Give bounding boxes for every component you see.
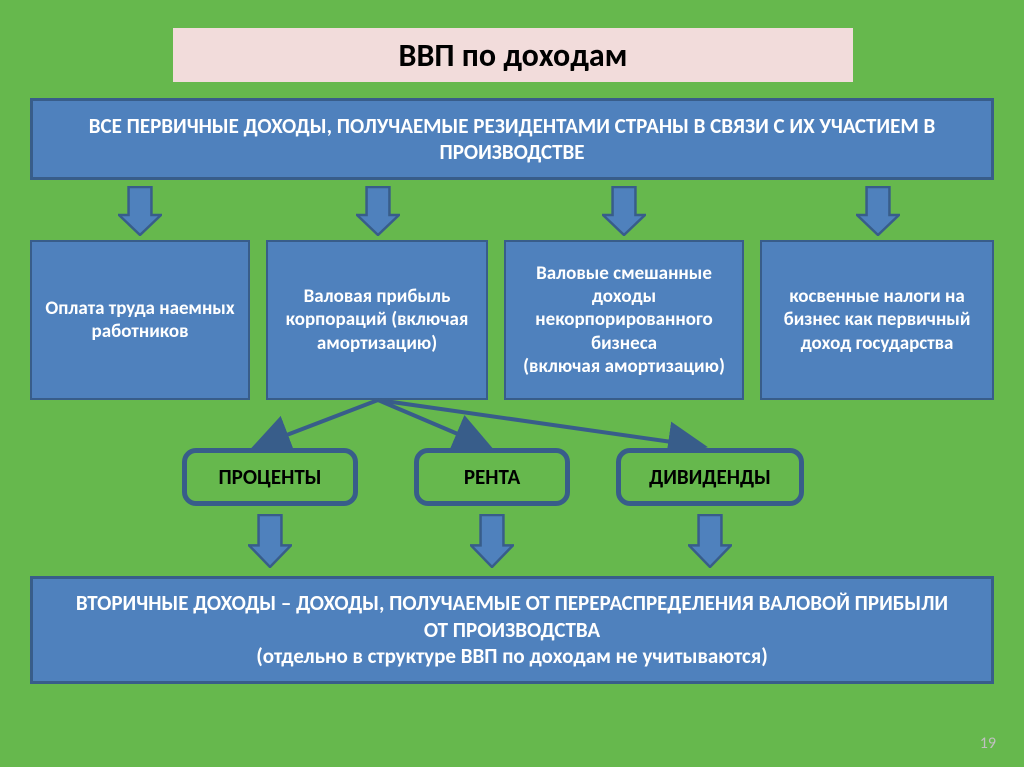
sub-node-label: ПРОЦЕНТЫ <box>218 464 321 490</box>
primary-income-box: ВСЕ ПЕРВИЧНЫЕ ДОХОДЫ, ПОЛУЧАЕМЫЕ РЕЗИДЕН… <box>30 98 994 180</box>
connector-arrow <box>378 400 700 446</box>
category-text: косвенные налоги на бизнес как первичный… <box>772 285 982 355</box>
sub-node-label: ДИВИДЕНДЫ <box>649 464 771 490</box>
category-text: Валовая прибыль корпораций (включая амор… <box>278 285 476 355</box>
connector-arrow <box>378 400 486 446</box>
primary-income-text: ВСЕ ПЕРВИЧНЫЕ ДОХОДЫ, ПОЛУЧАЕМЫЕ РЕЗИДЕН… <box>53 113 971 166</box>
title-text: ВВП по доходам <box>399 36 628 75</box>
arrow-down-icon <box>856 186 900 236</box>
category-box: косвенные налоги на бизнес как первичный… <box>760 240 994 400</box>
arrow-down-icon <box>248 514 292 568</box>
page-number: 19 <box>980 734 996 753</box>
category-text: Валовые смешанные доходы некорпорированн… <box>516 262 732 378</box>
category-box: Валовая прибыль корпораций (включая амор… <box>266 240 488 400</box>
arrow-down-icon <box>118 186 162 236</box>
arrow-down-icon <box>470 514 514 568</box>
slide-title: ВВП по доходам <box>173 28 853 82</box>
connector-arrow <box>258 400 378 446</box>
category-box: Оплата труда наемных работников <box>30 240 250 400</box>
sub-node-label: РЕНТА <box>464 464 520 490</box>
secondary-income-box: ВТОРИЧНЫЕ ДОХОДЫ – ДОХОДЫ, ПОЛУЧАЕМЫЕ ОТ… <box>30 576 994 684</box>
arrow-down-icon <box>602 186 646 236</box>
secondary-line-2: (отдельно в структуре ВВП по доходам не … <box>256 643 768 670</box>
category-text: Оплата труда наемных работников <box>42 297 238 343</box>
arrow-down-icon <box>688 514 732 568</box>
category-box: Валовые смешанные доходы некорпорированн… <box>504 240 744 400</box>
sub-node: РЕНТА <box>414 448 570 506</box>
sub-node: ПРОЦЕНТЫ <box>182 448 358 506</box>
secondary-line-1: ВТОРИЧНЫЕ ДОХОДЫ – ДОХОДЫ, ПОЛУЧАЕМЫЕ ОТ… <box>63 590 961 644</box>
arrow-down-icon <box>356 186 400 236</box>
sub-node: ДИВИДЕНДЫ <box>616 448 804 506</box>
